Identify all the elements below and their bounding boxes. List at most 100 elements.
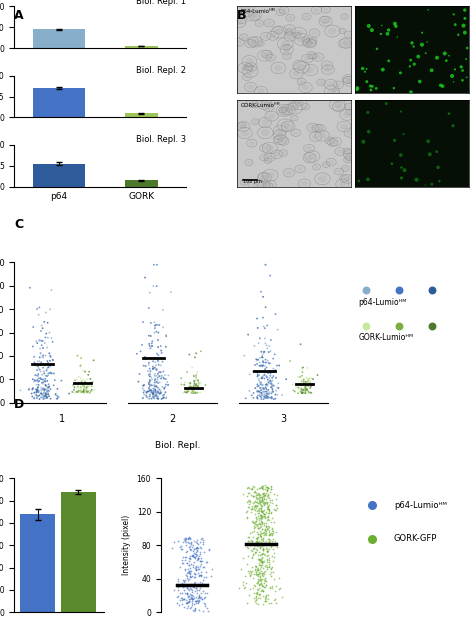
Point [258,350,266,360]
Point [183,573,191,583]
Point [44,362,52,372]
Point [201,562,208,572]
Point [260,544,267,554]
Point [264,554,271,564]
Point [190,386,198,396]
Point [81,384,89,394]
Point [180,387,187,398]
Point [433,146,440,156]
Circle shape [342,176,347,180]
Point [255,569,263,579]
Point [35,363,42,373]
Point [264,502,272,512]
Point [156,353,164,363]
Point [146,375,154,385]
Point [182,570,190,581]
Point [268,583,275,593]
Point [272,386,280,396]
Point [151,374,159,384]
Point [37,357,45,367]
Point [148,380,155,391]
Point [268,382,276,392]
Point [263,499,271,509]
Point [195,592,203,602]
Point [257,589,264,599]
Point [87,374,94,384]
Point [35,387,43,397]
Point [253,500,260,510]
Point [252,490,259,500]
Point [270,552,278,562]
Point [253,544,260,554]
Point [258,557,266,567]
Point [79,380,87,391]
Point [159,391,167,401]
Point [44,333,52,343]
Point [154,394,162,404]
Point [199,538,207,548]
Point [180,577,188,587]
Point [77,385,85,395]
Point [270,595,277,605]
Point [248,552,256,562]
Point [145,383,153,393]
Point [189,605,197,615]
Point [264,321,271,331]
Point [153,320,160,330]
Point [248,536,256,546]
Point [269,534,276,544]
Point [151,323,159,333]
Point [250,588,258,598]
Point [189,582,196,593]
Point [251,517,259,528]
Point [245,532,252,542]
Point [267,507,274,517]
Point [145,383,153,393]
Point [33,386,40,396]
Point [45,391,53,401]
Point [257,501,264,511]
Point [259,357,266,367]
Point [197,553,204,563]
Point [192,379,200,389]
Point [171,536,178,546]
Point [252,567,260,577]
Point [77,353,85,363]
Point [272,500,280,510]
Point [306,387,314,398]
Point [364,107,372,117]
Point [37,385,45,395]
Point [187,537,195,547]
Point [262,498,269,509]
Point [254,368,261,378]
Point [186,541,194,551]
Point [159,393,166,403]
Point [184,385,191,395]
Point [268,378,275,388]
Point [182,533,190,543]
Point [153,365,160,375]
Point [253,521,261,531]
Point [160,367,167,377]
Point [44,383,52,393]
Point [260,577,268,587]
Point [182,596,190,606]
Point [187,554,194,564]
Point [190,572,198,582]
Point [159,357,166,367]
Point [33,393,41,403]
Point [40,394,47,404]
Point [236,583,243,593]
Point [150,393,158,403]
Point [89,377,96,387]
Point [185,378,193,388]
Point [258,352,266,362]
Point [255,529,262,540]
Point [40,391,48,401]
Point [461,5,469,15]
Point [259,545,267,555]
Point [159,305,167,315]
Point [152,385,159,395]
Point [184,575,191,585]
Point [257,387,265,398]
